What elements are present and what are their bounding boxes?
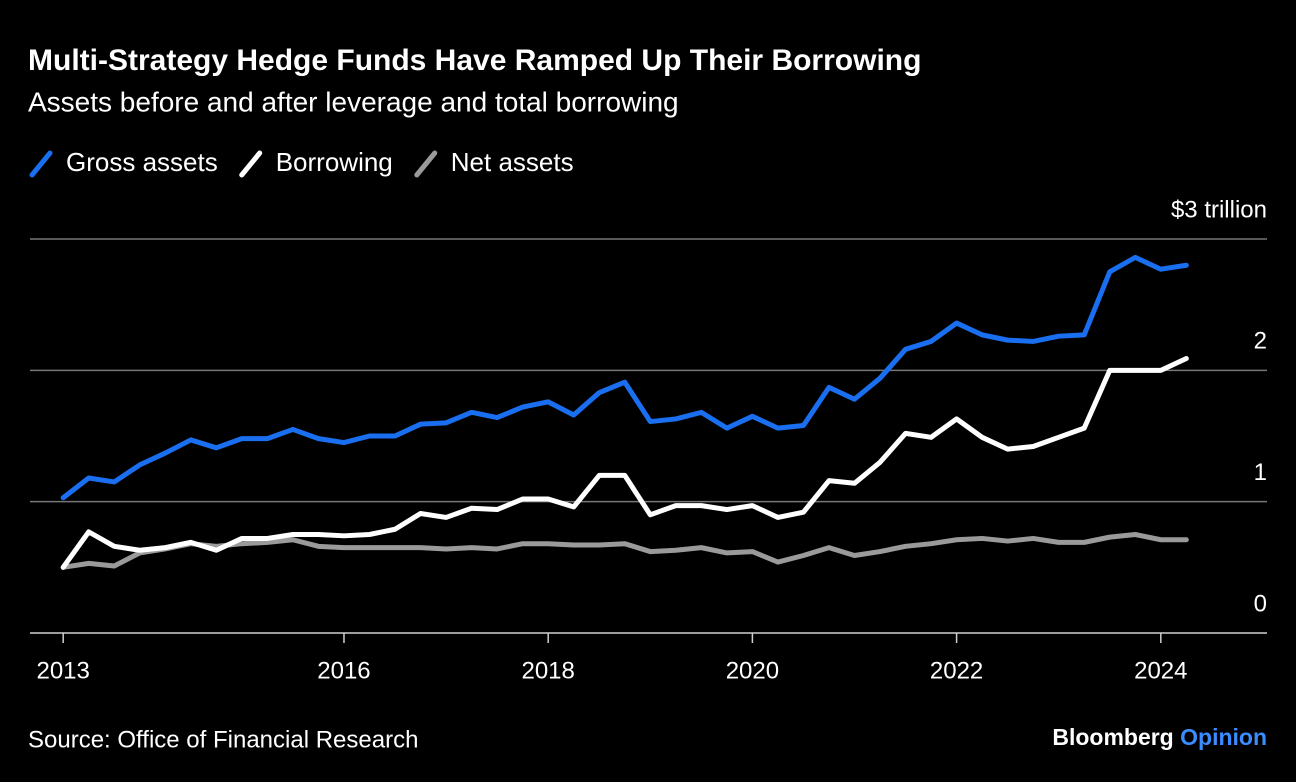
- chart-title: Multi-Strategy Hedge Funds Have Ramped U…: [28, 44, 921, 77]
- x-tick-label: 2013: [36, 657, 89, 684]
- legend-label: Net assets: [451, 147, 574, 177]
- legend-swatch: [29, 150, 53, 178]
- x-tick-label: 2024: [1134, 657, 1187, 684]
- x-tick-label: 2020: [726, 657, 779, 684]
- source-note: Source: Office of Financial Research: [28, 726, 418, 753]
- chart-subtitle: Assets before and after leverage and tot…: [28, 86, 679, 117]
- branding: Bloomberg Opinion: [1052, 724, 1267, 750]
- legend-label: Borrowing: [276, 147, 393, 177]
- legend-swatch: [414, 150, 438, 178]
- series-line: [60, 356, 1189, 570]
- legend-swatch: [239, 150, 263, 178]
- legend-label: Gross assets: [66, 147, 218, 177]
- y-tick-label: 2: [1254, 328, 1267, 355]
- brand-suffix: Opinion: [1180, 724, 1267, 750]
- y-tick-label: 0: [1254, 590, 1267, 617]
- y-tick-label: 1: [1254, 459, 1267, 486]
- brand-name: Bloomberg: [1052, 724, 1173, 750]
- y-tick-label: $3 trillion: [1171, 196, 1267, 223]
- series-line: [60, 254, 1189, 501]
- series-line: [60, 532, 1189, 570]
- x-tick-label: 2022: [930, 657, 983, 684]
- x-tick-label: 2016: [317, 657, 370, 684]
- x-tick-label: 2018: [521, 657, 574, 684]
